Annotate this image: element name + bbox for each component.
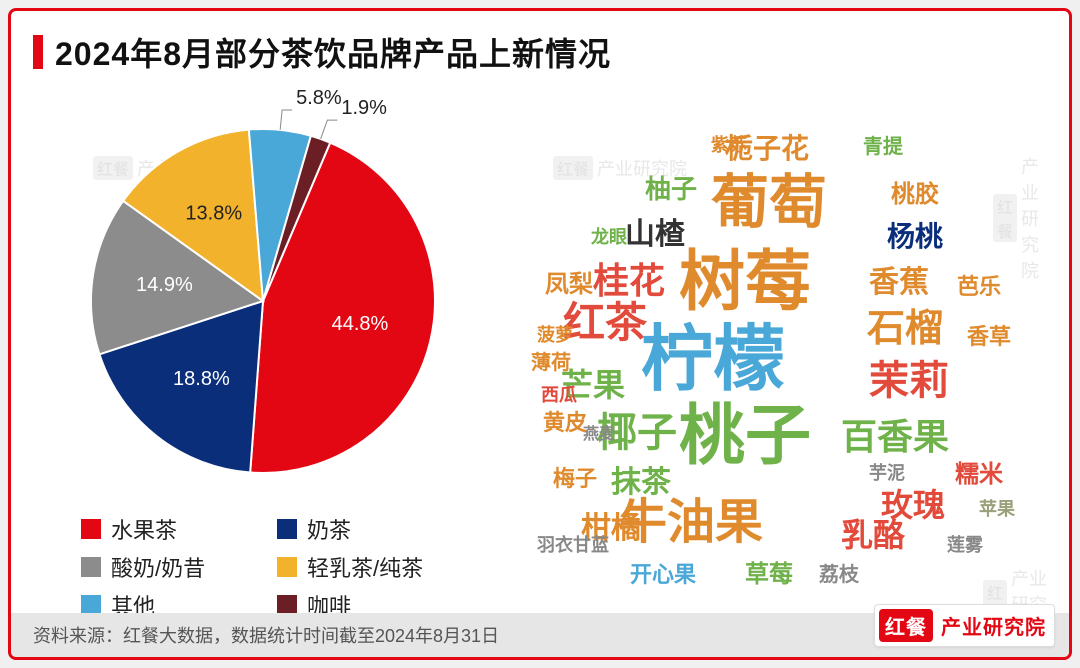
wordcloud-word: 凤梨 [545,273,593,297]
pie-label-milk_tea: 18.8% [173,368,230,390]
legend-item-fruit_tea: 水果茶 [81,513,265,545]
title-accent-bar [33,35,43,69]
legend-item-light_milk: 轻乳茶/纯茶 [277,551,461,583]
wordcloud-word: 草莓 [745,563,793,587]
legend-swatch-other [81,595,101,615]
wordcloud-word: 山楂 [625,220,685,250]
pie-label-other: 5.8% [296,87,342,109]
wordcloud-word: 乳酪 [841,519,905,551]
pie-legend: 水果茶奶茶酸奶/奶昔轻乳茶/纯茶其他咖啡 [81,513,461,621]
wordcloud-word: 苹果 [979,500,1015,518]
pie-column: 44.8% 18.8% 14.9% 13.8% 5.8%1.9% 水果茶 奶茶酸奶/奶昔 轻… [33,75,513,643]
wordcloud-word: 西瓜 [541,386,577,404]
wordcloud-word: 菠萝 [537,326,573,344]
legend-label-fruit_tea: 水果茶 [111,513,177,545]
pie-chart: 44.8%18.8%14.9%13.8%5.8%1.9% [73,111,453,491]
wordcloud-word: 梅子 [553,468,597,490]
page-title: 2024年8月部分茶饮品牌产品上新情况 [55,29,611,75]
wordcloud-word: 莲雾 [947,536,983,554]
pie-label-light_milk: 13.8% [185,203,242,225]
pie-label-coffee: 1.9% [341,97,387,119]
wordcloud-word: 芋泥 [869,464,905,482]
wordcloud-word: 芭乐 [957,276,1001,298]
brand-text: 产业研究院 [941,611,1046,640]
chart-card: 2024年8月部分茶饮品牌产品上新情况 红餐产业研究院红餐产业研究院红餐产业研究… [8,8,1072,660]
wordcloud-word: 树莓 [679,248,811,314]
wordcloud-word: 紫苏 [711,136,747,154]
pie-leader-coffee [321,120,338,139]
wordcloud-word: 香草 [967,326,1011,348]
legend-item-milk_tea: 奶茶 [277,513,461,545]
brand-logo-icon: 红餐 [879,609,933,642]
wordcloud-word: 桂花 [593,263,665,299]
legend-swatch-light_milk [277,557,297,577]
legend-item-yogurt: 酸奶/奶昔 [81,551,265,583]
wordcloud-word: 石榴 [867,310,943,348]
wordcloud-word: 桃子 [679,402,811,468]
wordcloud-word: 薄荷 [531,353,571,373]
pie-label-yogurt: 14.9% [136,274,193,296]
wordcloud-word: 桃胶 [891,183,939,207]
legend-label-light_milk: 轻乳茶/纯茶 [307,551,423,583]
wordcloud-word: 柚子 [645,176,697,202]
wordcloud-word: 青提 [863,137,903,157]
footer-text: 资料来源：红餐大数据，数据统计时间截至2024年8月31日 [33,622,499,648]
legend-swatch-yogurt [81,557,101,577]
wordcloud-word: 黄皮 [543,412,587,434]
legend-label-milk_tea: 奶茶 [307,513,351,545]
wordcloud-word: 抹茶 [611,468,671,498]
wordcloud-word: 龙眼 [591,228,627,246]
wordcloud-word: 柠檬 [641,324,785,396]
wordcloud-word: 羽衣甘蓝 [537,536,609,554]
legend-swatch-milk_tea [277,519,297,539]
wordcloud-word: 杨桃 [887,223,943,251]
wordcloud-word: 糯米 [955,463,1003,487]
content-area: 红餐产业研究院红餐产业研究院红餐产业研究院红餐产业研究院 44.8%18.8%1… [33,75,1047,643]
wordcloud-word: 红茶 [563,302,647,344]
wordcloud-word: 荔枝 [819,565,859,585]
wordcloud-column: 柠檬树莓桃子葡萄牛油果红茶椰子芒果桂花山楂柚子栀子花青提紫苏桃胶杨桃香蕉芭乐石榴… [513,75,1047,643]
brand-badge: 红餐 产业研究院 [874,604,1055,647]
pie-label-fruit_tea: 44.8% [332,313,389,335]
legend-label-yogurt: 酸奶/奶昔 [111,551,205,583]
legend-swatch-coffee [277,595,297,615]
legend-swatch-fruit_tea [81,519,101,539]
wordcloud-word: 燕麦 [583,427,615,443]
wordcloud-word: 葡萄 [711,174,827,232]
wordcloud: 柠檬树莓桃子葡萄牛油果红茶椰子芒果桂花山楂柚子栀子花青提紫苏桃胶杨桃香蕉芭乐石榴… [513,85,1073,605]
pie-leader-other [280,110,292,130]
wordcloud-word: 茉莉 [869,361,949,401]
wordcloud-word: 百香果 [841,419,949,455]
title-row: 2024年8月部分茶饮品牌产品上新情况 [33,29,1047,75]
wordcloud-word: 香蕉 [869,268,929,298]
wordcloud-word: 开心果 [630,564,696,586]
